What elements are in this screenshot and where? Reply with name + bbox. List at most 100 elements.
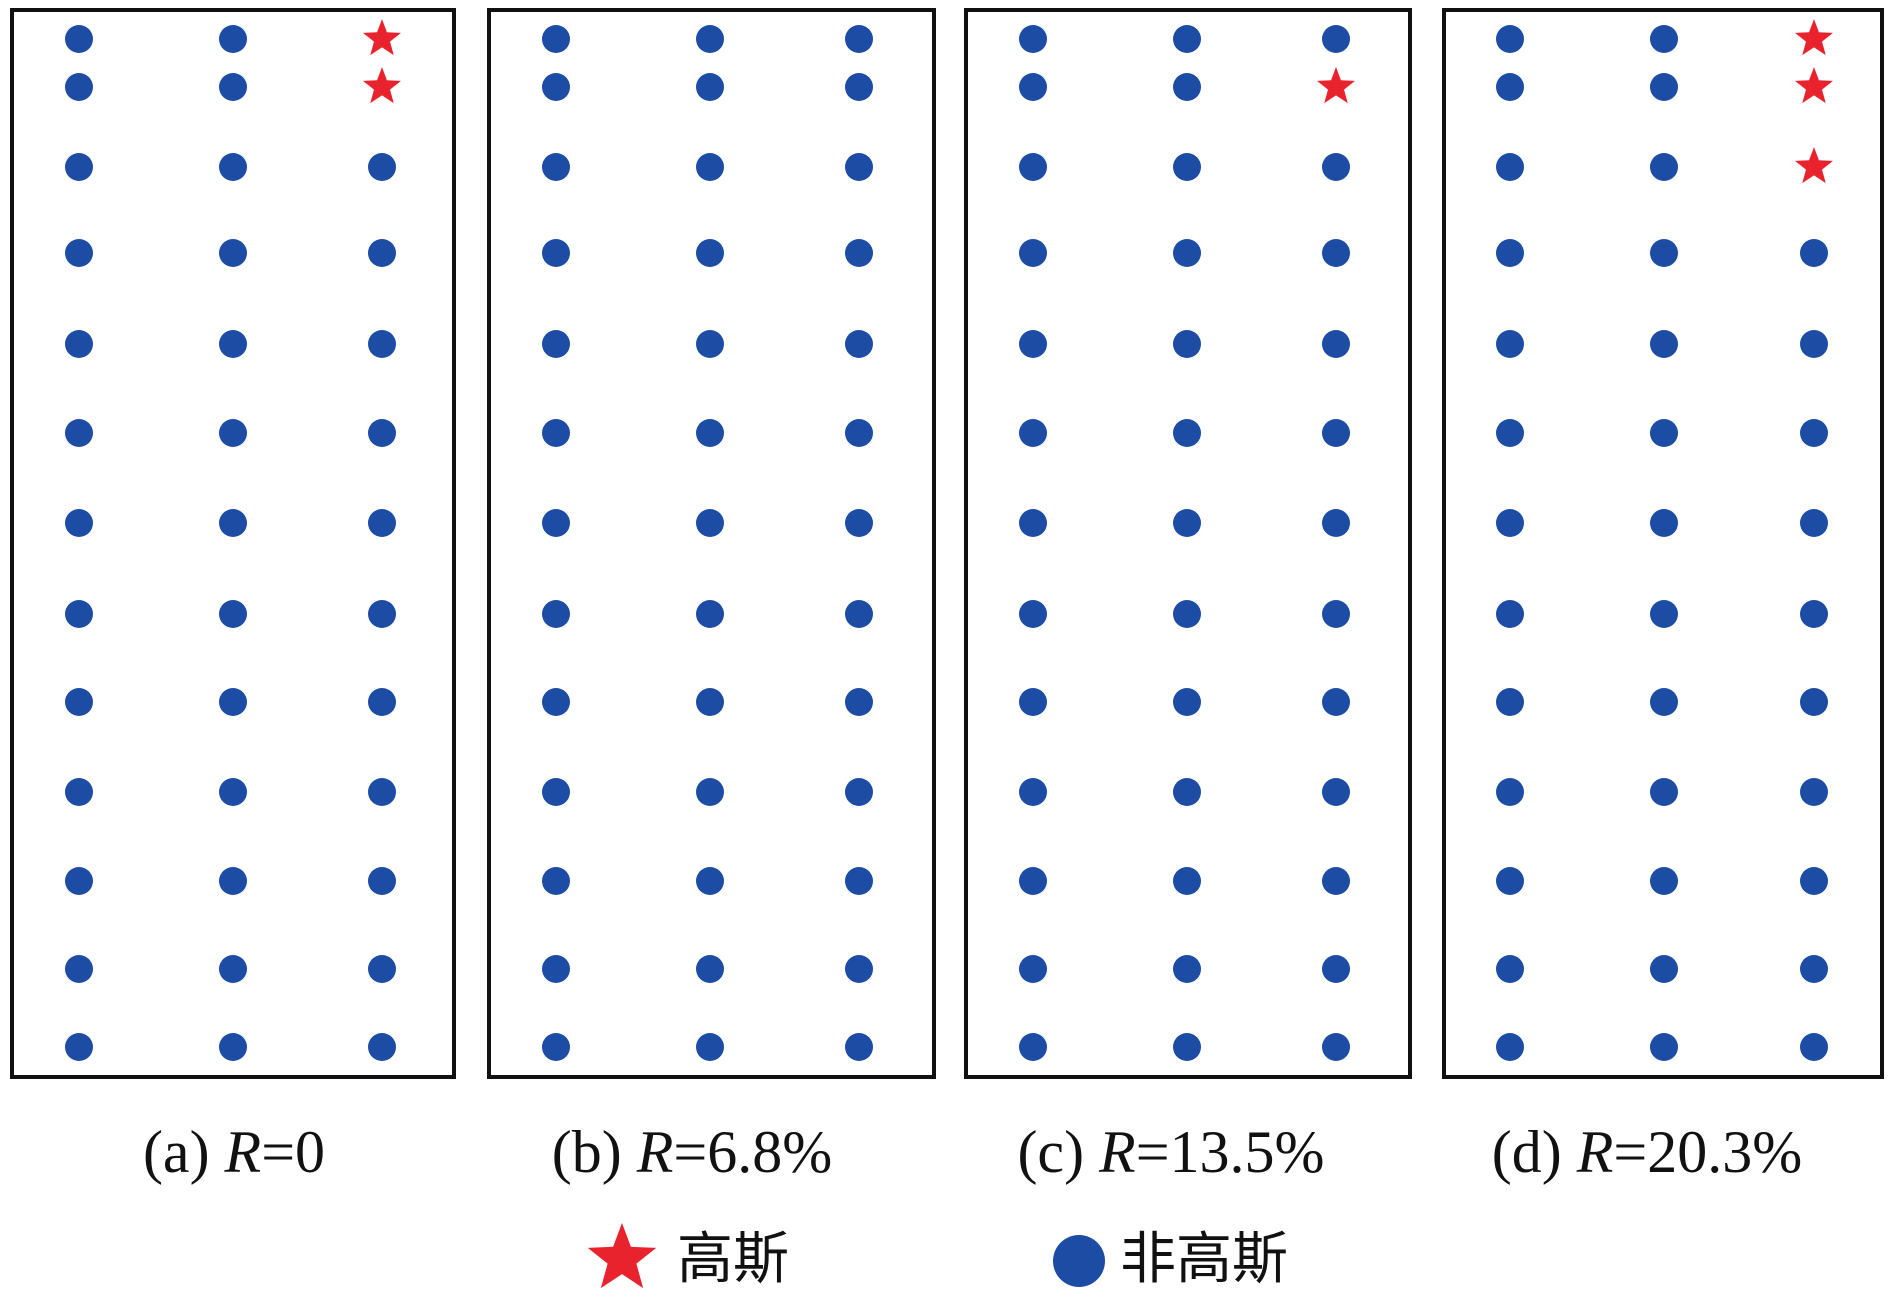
non-gaussian-dot-marker [1173,509,1201,537]
caption-a: (a) R=0 [143,1119,325,1185]
non-gaussian-dot-marker [542,239,570,267]
non-gaussian-dot-marker [845,153,873,181]
non-gaussian-dot-marker [1496,955,1524,983]
non-gaussian-dot-marker [1650,1033,1678,1061]
legend-gaussian-label: 高斯 [677,1227,789,1292]
non-gaussian-dot-marker [1800,955,1828,983]
non-gaussian-dot-marker [65,1033,93,1061]
non-gaussian-dot-marker [368,1033,396,1061]
non-gaussian-dot-marker [219,239,247,267]
caption-b-label: (b) [552,1119,622,1185]
non-gaussian-dot-marker [542,419,570,447]
non-gaussian-dot-marker [1019,239,1047,267]
non-gaussian-dot-marker [845,419,873,447]
non-gaussian-dot-marker [845,600,873,628]
non-gaussian-dot-marker [1322,239,1350,267]
gaussian-star-marker [362,19,402,56]
non-gaussian-dot-marker [1019,688,1047,716]
gaussian-star-marker [1794,67,1834,104]
non-gaussian-dot-marker [1019,330,1047,358]
non-gaussian-dot-marker [219,1033,247,1061]
non-gaussian-dot-marker [1173,778,1201,806]
panel-b [487,8,936,1079]
panel-c-frame [964,8,1412,1079]
non-gaussian-dot-marker [219,419,247,447]
non-gaussian-dot-marker [1650,600,1678,628]
gaussian-star-marker [1316,67,1356,104]
caption-c-r-symbol: R [1098,1119,1136,1185]
non-gaussian-dot-marker [1019,25,1047,53]
non-gaussian-dot-marker [368,867,396,895]
legend-non-gaussian-label: 非高斯 [1120,1227,1288,1292]
non-gaussian-dot-marker [1800,419,1828,447]
non-gaussian-dot-marker [1496,239,1524,267]
non-gaussian-dot-marker [1800,239,1828,267]
caption-a-r-value: =0 [261,1119,325,1185]
non-gaussian-dot-marker [1019,419,1047,447]
non-gaussian-dot-marker [1496,153,1524,181]
non-gaussian-dot-marker [1173,73,1201,101]
caption-c: (c) R=13.5% [1017,1119,1324,1185]
non-gaussian-dot-marker [1019,73,1047,101]
caption-d: (d) R=20.3% [1492,1119,1802,1185]
non-gaussian-dot-marker [65,867,93,895]
non-gaussian-dot-marker [65,153,93,181]
non-gaussian-dot-marker [845,330,873,358]
non-gaussian-dot-marker [219,25,247,53]
non-gaussian-dot-marker [368,330,396,358]
non-gaussian-dot-marker [1322,25,1350,53]
non-gaussian-dot-marker [1650,25,1678,53]
non-gaussian-dot-marker [542,1033,570,1061]
non-gaussian-dot-marker [1650,778,1678,806]
non-gaussian-dot-marker [219,778,247,806]
non-gaussian-dot-marker [542,688,570,716]
caption-d-label: (d) [1492,1119,1562,1185]
non-gaussian-dot-marker [1800,1033,1828,1061]
panels-layer [10,8,1884,1079]
non-gaussian-dot-marker [65,600,93,628]
non-gaussian-dot-marker [368,688,396,716]
gaussian-star-marker [362,67,402,104]
non-gaussian-dot-marker [65,239,93,267]
non-gaussian-dot-marker [1322,955,1350,983]
red-star-icon [587,1223,657,1289]
non-gaussian-dot-marker [1019,867,1047,895]
non-gaussian-dot-marker [368,955,396,983]
non-gaussian-dot-marker [1800,867,1828,895]
non-gaussian-dot-marker [65,778,93,806]
non-gaussian-dot-marker [1650,239,1678,267]
panel-d [1442,8,1884,1079]
non-gaussian-dot-marker [542,153,570,181]
non-gaussian-dot-marker [542,509,570,537]
caption-c-r-value: =13.5% [1136,1119,1325,1185]
non-gaussian-dot-marker [1019,600,1047,628]
caption-d-r-value: =20.3% [1613,1119,1802,1185]
non-gaussian-dot-marker [1173,867,1201,895]
non-gaussian-dot-marker [1173,419,1201,447]
caption-b-r-symbol: R [636,1119,674,1185]
non-gaussian-dot-marker [696,688,724,716]
panel-d-frame [1442,8,1884,1079]
caption-b: (b) R=6.8% [552,1119,832,1185]
caption-a-r-symbol: R [224,1119,262,1185]
gaussian-star-marker [1794,147,1834,184]
non-gaussian-dot-marker [1496,419,1524,447]
non-gaussian-dot-marker [1496,600,1524,628]
non-gaussian-dot-marker [542,867,570,895]
non-gaussian-dot-marker [845,509,873,537]
non-gaussian-dot-marker [696,600,724,628]
non-gaussian-dot-marker [1173,1033,1201,1061]
non-gaussian-dot-marker [1496,688,1524,716]
non-gaussian-dot-marker [845,239,873,267]
non-gaussian-dot-marker [1019,955,1047,983]
non-gaussian-dot-marker [219,153,247,181]
non-gaussian-dot-marker [845,778,873,806]
caption-d-r-symbol: R [1576,1119,1614,1185]
non-gaussian-dot-marker [1322,867,1350,895]
non-gaussian-dot-marker [1496,778,1524,806]
non-gaussian-dot-marker [368,778,396,806]
non-gaussian-dot-marker [1800,778,1828,806]
non-gaussian-dot-marker [1322,509,1350,537]
non-gaussian-dot-marker [219,330,247,358]
panel-c [964,8,1412,1079]
